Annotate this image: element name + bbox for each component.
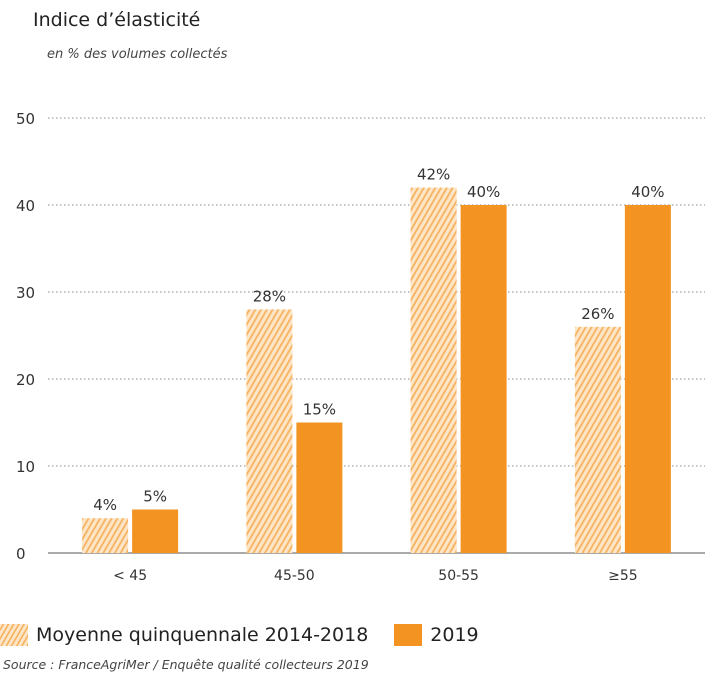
bar-2019 xyxy=(132,509,179,553)
chart-title: Indice d’élasticité xyxy=(33,9,201,31)
legend-item-average: Moyenne quinquennale 2014-2018 xyxy=(0,624,368,646)
bar-average xyxy=(410,187,457,553)
bar-average xyxy=(246,309,293,553)
y-tick-label: 20 xyxy=(16,371,35,389)
legend-item-2019: 2019 xyxy=(394,624,479,646)
y-tick-label: 50 xyxy=(16,110,35,128)
y-tick-label: 30 xyxy=(16,284,35,302)
x-category-label: 45-50 xyxy=(274,568,315,584)
data-label: 26% xyxy=(581,305,614,323)
legend: Moyenne quinquennale 2014-2018 2019 xyxy=(0,620,505,650)
x-category-label: < 45 xyxy=(113,568,147,584)
x-category-label: 50-55 xyxy=(438,568,479,584)
data-label: 4% xyxy=(93,496,117,514)
legend-label-average: Moyenne quinquennale 2014-2018 xyxy=(36,624,369,646)
bar-chart: 0 10 20 30 40 50 4% 5% < 45 28% 15% 45-50 42% 40% 50-5… xyxy=(16,110,705,584)
data-label: 5% xyxy=(143,488,167,506)
y-tick-label: 10 xyxy=(16,458,35,476)
data-label: 40% xyxy=(631,183,664,201)
legend-swatch-2019 xyxy=(394,624,423,646)
legend-label-2019: 2019 xyxy=(430,624,479,646)
data-label: 15% xyxy=(303,401,336,419)
source-note: Source : FranceAgriMer / Enquête qualité… xyxy=(3,657,369,672)
data-label: 28% xyxy=(253,287,286,305)
bar-average xyxy=(82,518,129,553)
y-tick-label: 40 xyxy=(16,197,35,215)
y-tick-label: 0 xyxy=(16,545,26,563)
bar-average xyxy=(574,326,621,553)
chart-subtitle: en % des volumes collectés xyxy=(47,47,228,62)
data-label: 40% xyxy=(467,183,500,201)
legend-swatch-average xyxy=(0,624,28,646)
bar-2019 xyxy=(624,205,671,553)
bar-2019 xyxy=(296,422,343,553)
bar-2019 xyxy=(460,205,507,553)
x-category-label: ≥55 xyxy=(608,568,638,584)
data-label: 42% xyxy=(417,166,450,184)
